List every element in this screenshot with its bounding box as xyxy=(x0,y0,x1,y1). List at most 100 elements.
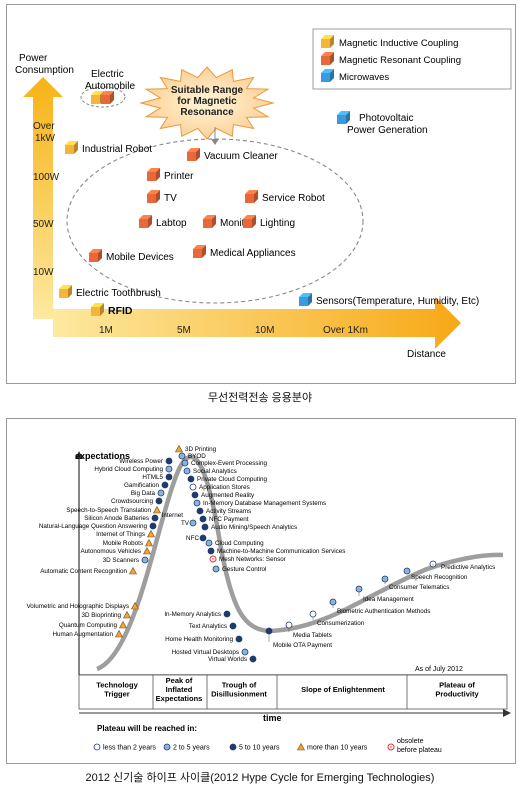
hype-marker-peak-7 xyxy=(193,499,201,507)
application-items: Industrial Robot Vacuum Cleaner Printer TV S… xyxy=(59,91,479,317)
resonance-burst xyxy=(139,66,275,140)
hype-legend-marker-1 xyxy=(163,743,171,751)
distance-axis-arrow xyxy=(53,297,461,349)
hype-marker-slope-6 xyxy=(403,567,411,575)
phase-label-0-0: Technology xyxy=(96,681,138,690)
hype-x-label: time xyxy=(263,713,282,723)
legend-cube-2 xyxy=(321,69,334,82)
hype-marker-slope-1 xyxy=(285,621,293,629)
hype-label-rising-13: Automatic Content Recognition xyxy=(40,568,127,575)
power-axis-arrow xyxy=(23,77,63,319)
hype-marker-falling-3 xyxy=(212,565,220,573)
hype-marker-peak-8 xyxy=(196,507,204,515)
y-axis-title-2: Consumption xyxy=(15,65,74,76)
hype-marker-trough-3 xyxy=(241,648,249,656)
item-label-11: RFID xyxy=(108,305,133,317)
electric-automobile-ellipse xyxy=(80,86,126,108)
y-tick-1kw-b: 1kW xyxy=(35,133,56,144)
hype-marker-peak-3 xyxy=(183,467,191,475)
hype-marker-rising-0 xyxy=(165,457,173,465)
hype-marker-peak-6 xyxy=(191,491,199,499)
hype-marker-trough-2 xyxy=(235,635,243,643)
hype-label-slope-1: Media Tablets xyxy=(293,632,332,639)
item-cube-9 xyxy=(89,249,102,262)
item-cube-11 xyxy=(91,303,104,316)
item-cube-4 xyxy=(245,190,258,203)
hype-marker-trigger-0 xyxy=(130,601,140,610)
hype-marker-slope-3 xyxy=(329,598,337,606)
phase-label-2-1: Disillusionment xyxy=(211,690,267,699)
phase-bar xyxy=(78,674,508,710)
svg-text:×: × xyxy=(212,557,215,563)
photovoltaic-cube xyxy=(337,111,350,124)
hype-label-rising-3: Gamification xyxy=(124,482,159,489)
resonance-range-ellipse xyxy=(66,138,364,304)
hype-label-internet: Internet xyxy=(162,512,184,519)
x-tick-1m: 1M xyxy=(99,325,113,336)
y-tick-1kw-a: Over xyxy=(33,121,55,132)
y-axis-title-1: Power xyxy=(19,53,48,64)
wpt-application-diagram: Power Consumption Distance Over 1kW 100W… xyxy=(15,28,512,360)
hype-label-rising-10: Mobile Robots xyxy=(103,540,143,547)
phase-label-3-0: Slope of Enlightenment xyxy=(301,685,385,694)
hype-marker-rising-12 xyxy=(141,556,149,564)
hype-label-peak-9: NFC Payment xyxy=(209,516,249,523)
hype-legend-marker-4 xyxy=(387,743,395,751)
hype-label-rising-6: Speech-to-Speech Translation xyxy=(66,507,151,514)
hype-label-falling-1: Machine-to-Machine Communication Service… xyxy=(217,548,345,555)
hype-marker-rising-9 xyxy=(146,529,156,538)
y-tick-labels: Over 1kW 100W 50W 10W xyxy=(33,121,60,278)
hype-label-falling-2: Mesh Networks: Sensor xyxy=(219,556,286,563)
hype-label-tv: TV xyxy=(181,520,190,527)
hype-label-rising-7: Silicon Anode Batteries xyxy=(84,515,149,522)
y-tick-10w: 10W xyxy=(33,267,54,278)
hype-label-peak-7: In-Memory Database Management Systems xyxy=(203,500,326,507)
legend-label-1: Magnetic Resonant Coupling xyxy=(339,55,461,66)
hype-label-rising-4: Big Data xyxy=(131,490,156,497)
hype-label-rising-11: Autonomous Vehicles xyxy=(80,548,141,555)
hype-legend-label-3: more than 10 years xyxy=(307,745,368,752)
item-label-7: Lighting xyxy=(260,218,295,229)
automobile-cube-resonant xyxy=(101,91,114,104)
hype-label-peak-8: Activity Streams xyxy=(206,508,251,515)
legend-label-2: Microwaves xyxy=(339,72,389,83)
x-axis-title: Distance xyxy=(407,349,446,360)
hype-label-rising-1: Hybrid Cloud Computing xyxy=(94,466,163,473)
electric-automobile-label-2: Automobile xyxy=(85,81,135,92)
hype-label-trigger-0: Volumetric and Holographic Displays xyxy=(26,603,129,610)
hype-label-slope-4: Idea Management xyxy=(363,596,414,603)
burst-pointer-head xyxy=(211,139,219,145)
item-label-0: Industrial Robot xyxy=(82,144,152,155)
hype-marker-peak-5 xyxy=(189,483,197,491)
burst-text-2: for Magnetic xyxy=(177,96,237,107)
hype-marker-nfc xyxy=(199,534,207,542)
svg-text:×: × xyxy=(390,745,393,751)
hype-label-trigger-1: 3D Bioprinting xyxy=(81,612,121,619)
hype-marker-peak-10 xyxy=(201,523,209,531)
item-cube-8 xyxy=(193,245,206,258)
hype-label-trough-4: Virtual Worlds xyxy=(208,656,247,663)
hype-marker-falling-2 xyxy=(209,555,217,563)
wpt-application-panel: Power Consumption Distance Over 1kW 100W… xyxy=(6,4,516,384)
item-cube-6 xyxy=(203,215,216,228)
hype-marker-slope-0 xyxy=(265,627,273,635)
hype-y-label: expectations xyxy=(75,451,130,461)
hype-legend-label-0: less than 2 years xyxy=(103,745,156,752)
hype-marker-rising-10 xyxy=(144,538,154,547)
hype-label-peak-10: Audio Mining/Speech Analytics xyxy=(211,524,297,531)
hype-label-peak-5: Application Stores xyxy=(199,484,250,491)
hype-legend: Plateau will be reached in: less than 2 y… xyxy=(93,724,442,754)
hype-curve xyxy=(95,454,504,672)
item-label-9: Mobile Devices xyxy=(106,252,174,263)
hype-label-trigger-3: Human Augmentation xyxy=(52,631,113,638)
y-tick-100w: 100W xyxy=(33,172,60,183)
item-cube-2 xyxy=(147,168,160,181)
time-arrowhead xyxy=(503,709,511,717)
hype-marker-falling-0 xyxy=(205,539,213,547)
hype-y-arrowhead xyxy=(75,451,83,459)
caption-bottom: 2012 신기술 하이프 사이클(2012 Hype Cycle for Eme… xyxy=(85,772,435,784)
legend-label-0: Magnetic Inductive Coupling xyxy=(339,38,458,49)
hype-label-peak-3: Social Analytics xyxy=(193,468,237,475)
item-label-1: Vacuum Cleaner xyxy=(204,151,278,162)
